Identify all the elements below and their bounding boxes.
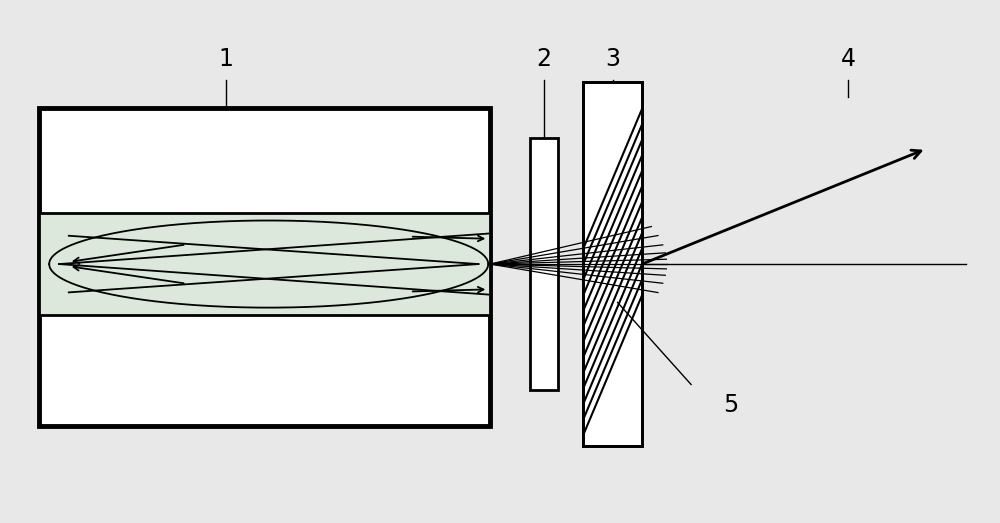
Bar <box>39 213 490 315</box>
Bar <box>39 108 490 426</box>
Text: 5: 5 <box>723 393 738 417</box>
Bar <box>530 139 558 390</box>
Text: 2: 2 <box>537 47 552 71</box>
Text: 3: 3 <box>605 47 620 71</box>
Bar <box>583 82 642 446</box>
Text: 1: 1 <box>218 47 233 71</box>
Bar <box>583 82 642 446</box>
Text: 4: 4 <box>840 47 855 71</box>
